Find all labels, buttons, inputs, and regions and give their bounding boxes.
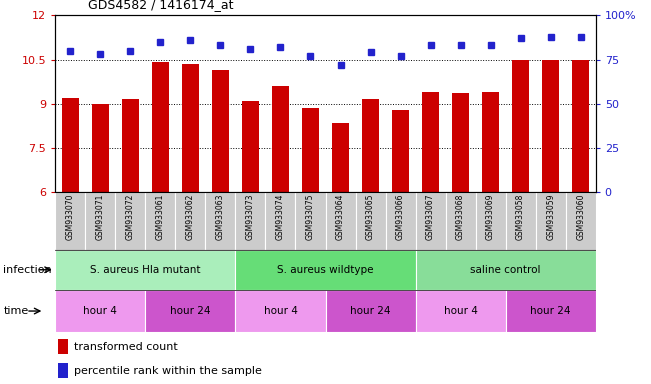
Text: hour 4: hour 4 [83,306,117,316]
Text: GSM933060: GSM933060 [576,194,585,240]
Text: hour 24: hour 24 [170,306,211,316]
Bar [326,192,355,250]
Bar [236,290,326,332]
Bar [506,290,596,332]
Text: GSM933073: GSM933073 [246,194,255,240]
Text: GSM933069: GSM933069 [486,194,495,240]
Text: transformed count: transformed count [74,342,178,352]
Bar [212,70,229,192]
Bar [393,109,409,192]
Text: GSM933066: GSM933066 [396,194,405,240]
Text: GSM933074: GSM933074 [276,194,285,240]
Text: GSM933063: GSM933063 [216,194,225,240]
Text: hour 4: hour 4 [443,306,478,316]
Bar [242,101,258,192]
Bar [452,93,469,192]
Text: infection: infection [3,265,52,275]
Bar [145,290,236,332]
Bar [145,192,175,250]
Text: GSM933071: GSM933071 [96,194,105,240]
Text: GSM933070: GSM933070 [66,194,75,240]
Text: GSM933065: GSM933065 [366,194,375,240]
Text: GSM933061: GSM933061 [156,194,165,240]
Bar [476,192,506,250]
Bar [115,192,145,250]
Text: hour 4: hour 4 [264,306,298,316]
Bar [332,123,349,192]
Bar [236,192,266,250]
Bar [58,339,68,354]
Bar [572,60,589,192]
Bar [272,86,289,192]
Bar [296,192,326,250]
Bar [85,192,115,250]
Text: S. aureus Hla mutant: S. aureus Hla mutant [90,265,201,275]
Text: GSM933067: GSM933067 [426,194,435,240]
Text: hour 24: hour 24 [350,306,391,316]
Text: GSM933064: GSM933064 [336,194,345,240]
Bar [415,290,506,332]
Text: hour 24: hour 24 [531,306,571,316]
Bar [482,92,499,192]
Bar [362,99,379,192]
Text: time: time [3,306,29,316]
Bar [385,192,415,250]
Bar [55,290,145,332]
Bar [355,192,385,250]
Text: saline control: saline control [471,265,541,275]
Bar [152,63,169,192]
Bar [302,108,319,192]
Bar [422,92,439,192]
Text: GSM933062: GSM933062 [186,194,195,240]
Bar [326,290,415,332]
Text: GSM933059: GSM933059 [546,194,555,240]
Bar [58,363,68,378]
Bar [512,60,529,192]
Bar [182,64,199,192]
Text: GSM933068: GSM933068 [456,194,465,240]
Bar [415,250,596,290]
Bar [62,98,79,192]
Bar [566,192,596,250]
Text: GSM933058: GSM933058 [516,194,525,240]
Bar [92,104,109,192]
Bar [506,192,536,250]
Bar [122,99,139,192]
Bar [266,192,296,250]
Bar [175,192,206,250]
Bar [55,192,85,250]
Text: GDS4582 / 1416174_at: GDS4582 / 1416174_at [88,0,234,12]
Bar [542,60,559,192]
Text: percentile rank within the sample: percentile rank within the sample [74,366,262,376]
Text: GSM933075: GSM933075 [306,194,315,240]
Bar [236,250,415,290]
Bar [445,192,476,250]
Bar [415,192,445,250]
Bar [206,192,236,250]
Text: GSM933072: GSM933072 [126,194,135,240]
Text: S. aureus wildtype: S. aureus wildtype [277,265,374,275]
Bar [55,250,236,290]
Bar [536,192,566,250]
